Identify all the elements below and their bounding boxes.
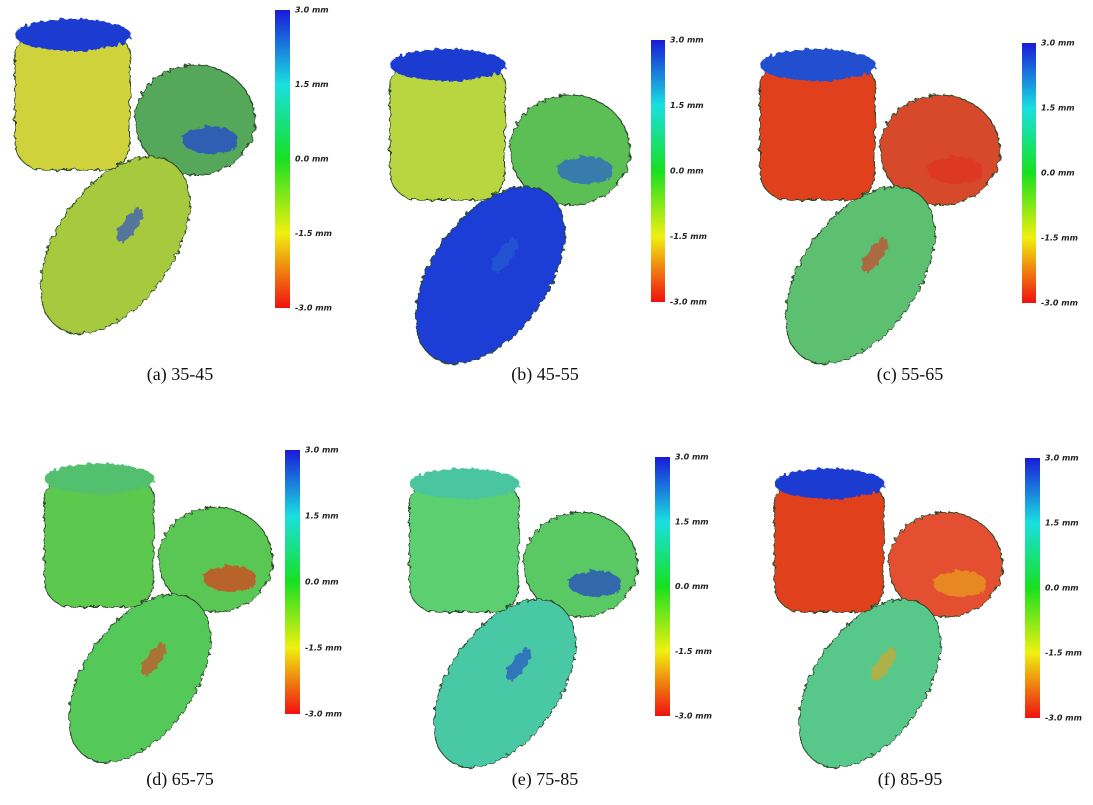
ventricle-accent	[861, 237, 889, 273]
caption: (e) 75-85	[512, 769, 578, 790]
ventricle-accent	[491, 237, 519, 273]
colorbar-label: -1.5 mm	[295, 229, 332, 238]
colorbar-label: -3.0 mm	[675, 712, 712, 721]
colorbar-label: -1.5 mm	[675, 647, 712, 656]
atrium	[44, 473, 155, 608]
colorbar-label: 3.0 mm	[675, 453, 709, 462]
ventricle	[40, 156, 190, 334]
atrium-top	[15, 19, 131, 51]
ventricle-accent	[141, 643, 167, 676]
colorbar-label: 0.0 mm	[305, 578, 339, 587]
atrium	[774, 478, 885, 613]
right-chambers-accent	[182, 126, 238, 154]
atrium	[14, 29, 131, 171]
caption: (b) 45-55	[511, 364, 578, 385]
right-chambers-accent	[568, 570, 622, 597]
heart-render	[759, 49, 1001, 364]
colorbar-label: 1.5 mm	[295, 80, 329, 89]
ventricle	[415, 186, 565, 364]
heart-render	[774, 468, 1003, 768]
colorbar-label: 1.5 mm	[670, 101, 704, 110]
heart-render	[409, 468, 638, 768]
atrium-top	[409, 468, 520, 499]
ventricle	[433, 598, 576, 768]
colorbar-label: -3.0 mm	[670, 298, 707, 307]
ventricle	[798, 598, 941, 768]
heart-render	[44, 463, 273, 763]
atrium	[389, 59, 506, 201]
atrium	[409, 478, 520, 613]
colorbar-label: 1.5 mm	[1041, 104, 1075, 113]
colorbar-label: 3.0 mm	[1041, 39, 1075, 48]
colorbar-label: -1.5 mm	[1041, 234, 1078, 243]
atrium	[759, 59, 876, 201]
caption: (a) 35-45	[147, 364, 213, 385]
colorbar-label: -1.5 mm	[305, 644, 342, 653]
colorbar-label: 0.0 mm	[1045, 584, 1079, 593]
colorbar-label: -3.0 mm	[305, 710, 342, 719]
colorbar	[651, 40, 665, 302]
colorbar-label: -3.0 mm	[1041, 299, 1078, 308]
colorbar	[1022, 43, 1036, 303]
colorbar-label: 0.0 mm	[670, 167, 704, 176]
colorbar-label: -3.0 mm	[1045, 714, 1082, 723]
caption: (d) 65-75	[146, 769, 213, 790]
colorbar	[285, 450, 300, 714]
ventricle-accent	[871, 648, 897, 681]
colorbar-label: 1.5 mm	[1045, 519, 1079, 528]
atrium-top	[760, 49, 876, 81]
colorbar	[1025, 458, 1040, 718]
heart-render	[14, 19, 256, 334]
ventricle	[785, 186, 935, 364]
colorbar-label: 1.5 mm	[675, 517, 709, 526]
colorbar	[655, 457, 670, 716]
ventricle-accent	[506, 648, 532, 681]
colorbar-label: 3.0 mm	[1045, 454, 1079, 463]
heart-render	[389, 49, 631, 364]
colorbar-label: 0.0 mm	[295, 155, 329, 164]
right-chambers-accent	[927, 156, 983, 184]
atrium-top	[44, 463, 155, 494]
caption: (c) 55-65	[877, 364, 943, 385]
colorbar-label: 1.5 mm	[305, 512, 339, 521]
colorbar-label: 3.0 mm	[305, 446, 339, 455]
colorbar	[275, 10, 290, 308]
atrium-top	[390, 49, 506, 81]
colorbar-label: -1.5 mm	[1045, 649, 1082, 658]
colorbar-label: 3.0 mm	[670, 36, 704, 45]
right-chambers-accent	[933, 570, 987, 597]
ventricle-accent	[116, 207, 144, 243]
colorbar-label: 0.0 mm	[1041, 169, 1075, 178]
caption: (f) 85-95	[878, 769, 942, 790]
colorbar-label: -1.5 mm	[670, 232, 707, 241]
colorbar-label: 3.0 mm	[295, 6, 329, 15]
right-chambers-accent	[203, 565, 257, 592]
colorbar-label: 0.0 mm	[675, 582, 709, 591]
right-chambers-accent	[557, 156, 613, 184]
ventricle	[68, 593, 211, 763]
atrium-top	[774, 468, 885, 499]
colorbar-label: -3.0 mm	[295, 304, 332, 313]
